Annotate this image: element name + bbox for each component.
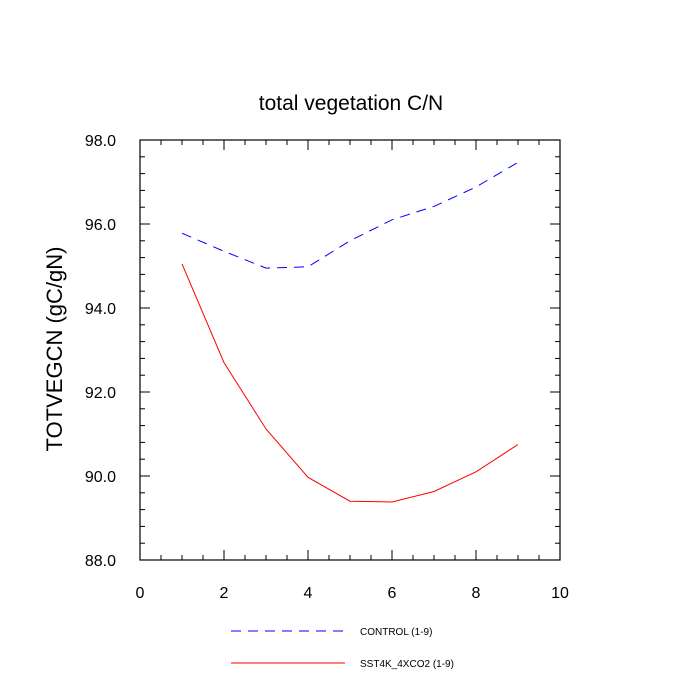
tick-labels: 0 2 4 6 8 10 88.0 90.0 92.0 94.0 96.0 98.0 (85, 133, 569, 602)
y-axis-label: TOTVEGCN (gC/gN) (42, 247, 67, 452)
x-tick-label: 6 (388, 585, 397, 602)
x-tick-label: 2 (220, 585, 229, 602)
series-group (181, 161, 519, 503)
series-line-sst4k-4xco2-1-9 (181, 263, 519, 503)
y-tick-label: 96.0 (85, 217, 116, 234)
y-tick-label: 90.0 (85, 469, 116, 486)
legend-label: SST4K_4XCO2 (1-9) (360, 659, 454, 670)
y-tick-label: 88.0 (85, 553, 116, 570)
plot-area-frame (139, 139, 561, 561)
legend: CONTROL (1-9) SST4K_4XCO2 (1-9) (231, 627, 454, 670)
x-tick-label: 4 (304, 585, 313, 602)
chart-title: total vegetation C/N (259, 92, 443, 115)
y-tick-label: 98.0 (85, 133, 116, 150)
series-line-control-1-9 (181, 161, 519, 269)
x-tick-label: 0 (136, 585, 145, 602)
x-tick-label: 10 (551, 585, 569, 602)
legend-label: CONTROL (1-9) (360, 627, 432, 638)
axis-ticks (139, 139, 561, 561)
x-tick-label: 8 (472, 585, 481, 602)
y-tick-label: 94.0 (85, 301, 116, 318)
y-tick-label: 92.0 (85, 385, 116, 402)
